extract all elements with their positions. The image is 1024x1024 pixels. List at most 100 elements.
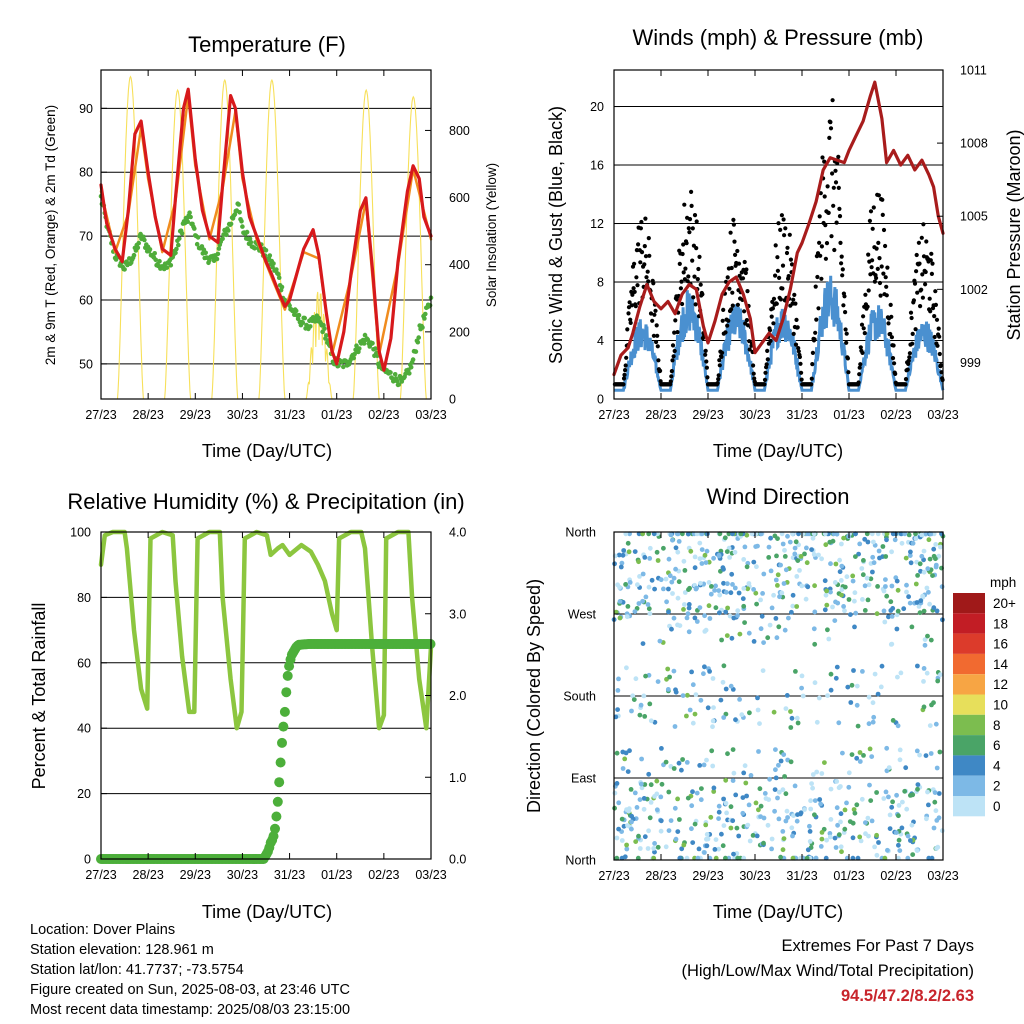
direction-point [788,759,794,765]
direction-point [732,549,738,555]
gust-point [643,254,649,259]
direction-point [735,608,741,614]
direction-point [624,614,630,620]
direction-point [880,544,886,549]
direction-point [672,805,678,811]
direction-point [716,816,721,821]
direction-point [866,833,871,839]
direction-point [924,816,929,822]
direction-point [889,804,895,810]
dewpoint-point [373,346,378,351]
gust-point [762,382,767,387]
gust-point [669,369,675,374]
rainfall-point [275,757,286,768]
direction-point [734,825,740,831]
direction-point [927,601,932,607]
direction-point [703,627,709,633]
gust-point [642,262,647,267]
direction-point [910,540,916,546]
y2-tick-label: 600 [449,191,470,205]
gust-point [621,382,626,387]
direction-point [781,752,787,757]
colorbar-title: mph [990,575,1016,590]
gust-point [810,362,815,367]
direction-point [711,705,716,710]
direction-point [812,798,818,803]
gust-point [651,281,656,286]
direction-point [892,537,898,543]
y-tick-label: 0 [84,853,91,867]
gust-point [705,375,710,380]
gust-point [833,180,839,185]
direction-point [849,682,855,688]
y-tick-label: 70 [79,230,93,244]
gust-point [799,377,804,382]
direction-point [936,791,942,796]
direction-point [690,840,696,845]
direction-point [667,674,672,680]
direction-point [733,717,738,723]
direction-point [701,671,706,677]
direction-point [765,635,771,641]
direction-point [908,549,913,555]
direction-point [728,825,734,831]
gust-point [839,261,844,266]
direction-point [706,603,712,609]
dewpoint-point [122,267,127,272]
gust-point [692,274,697,279]
gust-point [819,244,825,249]
direction-point [928,637,934,643]
direction-point [887,826,893,831]
gust-point [752,376,757,381]
direction-point [645,846,651,851]
direction-point [839,563,845,569]
direction-point [615,688,621,693]
direction-point [876,840,881,845]
direction-point [854,683,860,689]
direction-point [870,700,876,706]
direction-point [866,694,872,700]
gust-point [770,306,776,311]
direction-point [834,805,840,811]
direction-point [676,760,682,766]
gust-point [869,265,874,270]
direction-point [703,822,709,828]
gust-point [681,270,686,275]
direction-point [779,590,785,596]
direction-point [788,725,794,730]
direction-point [839,587,845,592]
gust-point [813,330,818,335]
direction-point [807,829,813,834]
direction-point [931,546,937,552]
direction-point [851,668,856,673]
direction-point [895,587,901,593]
direction-point [633,839,639,844]
colorbar-swatch [953,593,985,614]
direction-point [623,582,628,587]
direction-point [889,614,895,619]
gust-point [736,261,742,266]
direction-point [933,808,939,814]
gust-point [717,358,722,363]
direction-point [758,626,764,632]
y-tick-label: 80 [79,166,93,180]
dewpoint-point [420,325,425,330]
direction-point [782,547,787,553]
direction-point [894,578,900,584]
direction-point [917,752,922,758]
direction-point [799,583,805,589]
direction-point [833,675,839,681]
direction-point [776,789,782,795]
y-tick-label: 100 [70,526,91,540]
direction-point [795,720,801,726]
direction-point [679,767,684,773]
direction-point [918,598,924,604]
gust-point [696,266,701,272]
direction-point [730,582,735,587]
gust-point [810,350,816,355]
direction-point [834,531,840,537]
dewpoint-point [271,261,276,266]
direction-point [668,818,674,823]
direction-point [751,559,757,565]
